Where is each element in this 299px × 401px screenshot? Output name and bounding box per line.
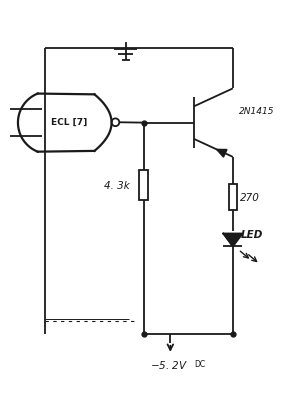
Text: 2N1415: 2N1415 bbox=[239, 107, 274, 116]
Text: DC: DC bbox=[195, 359, 206, 368]
Polygon shape bbox=[216, 150, 227, 158]
Text: LED: LED bbox=[241, 230, 263, 240]
Text: 4. 3k: 4. 3k bbox=[104, 181, 130, 190]
Text: $-$5. 2V: $-$5. 2V bbox=[150, 358, 188, 371]
Text: ECL [7]: ECL [7] bbox=[51, 117, 87, 126]
Bar bbox=[229, 184, 237, 211]
Bar bbox=[139, 171, 148, 200]
Polygon shape bbox=[223, 234, 242, 247]
Text: 270: 270 bbox=[240, 192, 260, 203]
